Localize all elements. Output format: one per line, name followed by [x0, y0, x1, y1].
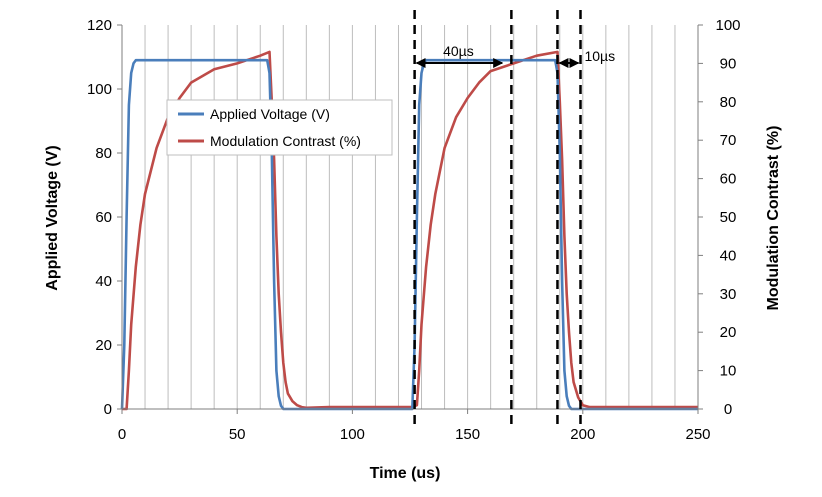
- x-tick-label: 200: [570, 426, 595, 443]
- y-right-tick-label: 70: [720, 132, 737, 149]
- y-left-tick-label: 20: [95, 337, 112, 354]
- y-left-axis-title: Applied Voltage (V): [44, 145, 61, 290]
- y-left-tick-label: 0: [104, 401, 112, 418]
- legend-label-contrast: Modulation Contrast (%): [210, 133, 361, 149]
- y-right-axis-title: Modulation Contrast (%): [765, 126, 782, 311]
- x-tick-label: 100: [340, 426, 365, 443]
- series-line-contrast: [122, 50, 698, 411]
- y-left-tick-label: 120: [87, 17, 112, 34]
- legend-box: [166, 99, 393, 156]
- annotation-40us-label: 40µs: [443, 43, 474, 59]
- y-right-tick-label: 50: [720, 209, 737, 226]
- x-tick-label: 250: [685, 426, 710, 443]
- legend: Applied Voltage (V) Modulation Contrast …: [166, 99, 393, 156]
- legend-label-voltage: Applied Voltage (V): [210, 106, 330, 122]
- y-right-tick-label: 0: [724, 401, 732, 418]
- x-axis-title: Time (us): [370, 465, 441, 482]
- y-right-tick-label: 30: [720, 286, 737, 303]
- x-tick-label: 150: [455, 426, 480, 443]
- y-left-tick-label: 80: [95, 145, 112, 162]
- x-tick-label: 50: [229, 426, 246, 443]
- y-right-tick-label: 20: [720, 324, 737, 341]
- y-right-tick-label: 40: [720, 247, 737, 264]
- axes: 0 20 40 60 80 100 120 0 10 20 30 40 50 60 70 80 90 100 0 50…: [87, 17, 741, 443]
- y-left-tick-label: 40: [95, 273, 112, 290]
- y-left-tick-label: 100: [87, 81, 112, 98]
- y-left-tick-label: 60: [95, 209, 112, 226]
- y-right-tick-label: 80: [720, 94, 737, 111]
- y-right-tick-label: 100: [715, 17, 740, 34]
- x-tick-label: 0: [118, 426, 126, 443]
- y-right-tick-label: 60: [720, 171, 737, 188]
- y-right-tick-label: 90: [720, 55, 737, 72]
- annotations: 40µs 10µs: [413, 10, 615, 430]
- annotation-10us-label: 10µs: [584, 48, 615, 64]
- grid: [144, 25, 676, 409]
- y-right-tick-label: 10: [720, 363, 737, 380]
